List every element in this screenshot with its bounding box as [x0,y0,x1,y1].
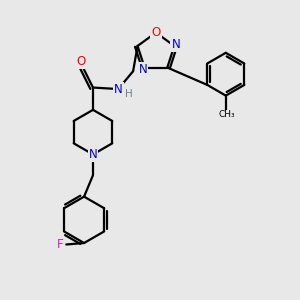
Text: CH₃: CH₃ [219,110,236,119]
Text: F: F [57,238,64,251]
Text: H: H [125,89,133,99]
Text: N: N [88,148,98,161]
Text: O: O [151,26,160,39]
Text: O: O [76,55,86,68]
Text: N: N [114,82,123,95]
Text: N: N [171,38,180,51]
Text: N: N [139,62,148,76]
